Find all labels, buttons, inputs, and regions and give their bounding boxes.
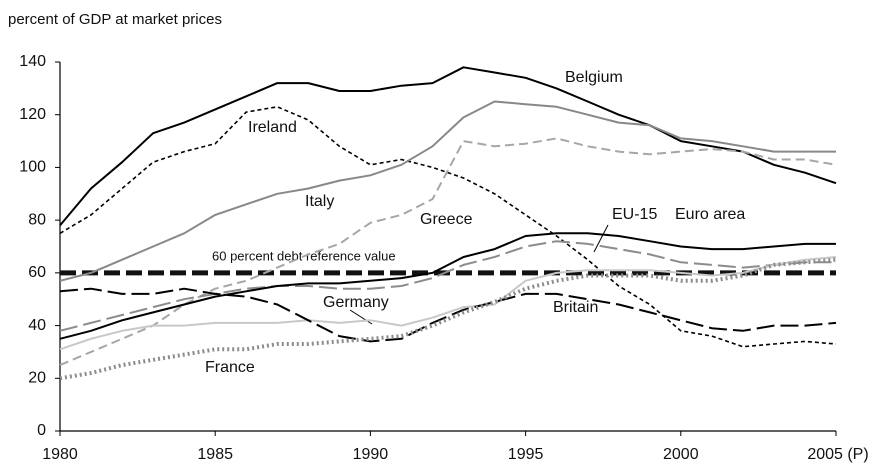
y-tick-label: 140: [19, 53, 46, 70]
x-tick-label: 2005 (P): [807, 446, 868, 463]
y-axis-label: percent of GDP at market prices: [8, 11, 222, 28]
leader-line: [349, 309, 373, 325]
x-tick-label: 2000: [663, 446, 699, 463]
series-line: [59, 100, 836, 282]
series-label: Belgium: [565, 69, 623, 86]
x-tick-label: 1995: [508, 446, 544, 463]
series-label: Italy: [305, 193, 334, 210]
x-tick-label: 1980: [42, 446, 78, 463]
series-label: France: [205, 359, 255, 376]
x-tick-label: 1990: [353, 446, 389, 463]
y-tick-label: 60: [28, 264, 46, 281]
x-tick-label: 1985: [197, 446, 233, 463]
series-line: [59, 257, 837, 381]
y-tick-label: 120: [19, 106, 46, 123]
series-label: Euro area: [675, 206, 745, 223]
series-label: Britain: [553, 299, 598, 316]
series-label: EU-15: [612, 206, 657, 223]
series-line: [59, 287, 837, 343]
series-line: [59, 256, 837, 351]
leader-line: [593, 224, 609, 253]
series-line: [59, 232, 836, 340]
series-line: [59, 240, 836, 332]
series-line: [59, 66, 837, 227]
y-tick-label: 100: [19, 159, 46, 176]
y-tick-label: 40: [28, 317, 46, 334]
series-label: Greece: [420, 211, 473, 228]
y-tick-label: 0: [37, 422, 46, 439]
series-label: Ireland: [248, 119, 297, 136]
series-line: [59, 106, 837, 348]
series-line: [59, 137, 837, 367]
series-label: Germany: [323, 294, 389, 311]
y-tick-label: 80: [28, 211, 46, 228]
y-tick-label: 20: [28, 370, 46, 387]
